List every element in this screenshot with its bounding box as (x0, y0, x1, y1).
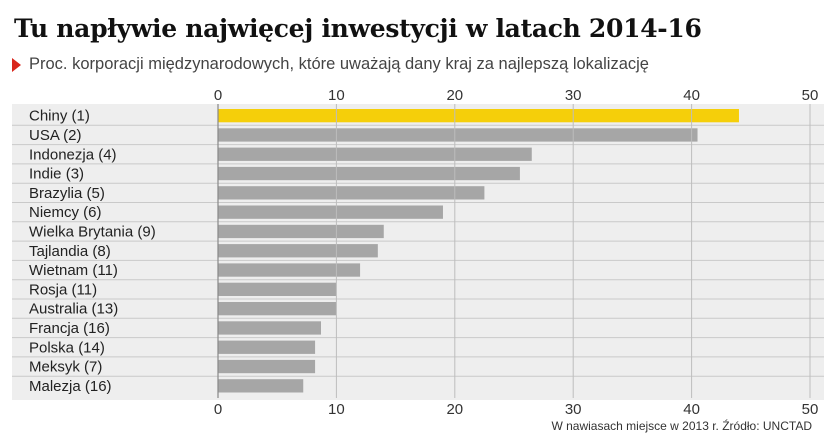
category-label: Wietnam (11) (29, 262, 118, 279)
bar-2 (218, 147, 532, 161)
tick-label-top: 20 (446, 87, 463, 104)
bar-10 (218, 302, 337, 316)
chart-subtitle: Proc. korporacji międzynarodowych, które… (29, 55, 649, 73)
category-label: Malezja (16) (29, 378, 112, 395)
source-note: W nawiasach miejsce w 2013 r. Źródło: UN… (551, 419, 812, 433)
category-label: Indie (3) (29, 166, 84, 183)
category-label: Chiny (1) (29, 108, 90, 125)
tick-label-top: 0 (214, 87, 222, 104)
bar-0 (218, 109, 739, 123)
tick-label-top: 30 (565, 87, 582, 104)
category-label: Francja (16) (29, 320, 110, 337)
tick-label-top: 40 (683, 87, 700, 104)
bar-3 (218, 166, 520, 181)
category-label: Australia (13) (29, 301, 118, 318)
play-triangle-icon (12, 57, 21, 72)
bar-9 (218, 282, 337, 296)
category-label: Rosja (11) (29, 281, 97, 298)
bar-14 (218, 379, 304, 393)
bar-12 (218, 340, 316, 354)
bar-7 (218, 244, 378, 258)
bar-11 (218, 321, 322, 335)
tick-label-bottom: 40 (683, 401, 700, 418)
category-label: USA (2) (29, 127, 82, 144)
chart-title: Tu napływie najwięcej inwestycji w latac… (14, 14, 702, 43)
category-label: Indonezja (4) (29, 146, 117, 163)
tick-label-top: 50 (802, 87, 819, 104)
bar-8 (218, 263, 361, 277)
tick-label-bottom: 30 (565, 401, 582, 418)
tick-label-bottom: 10 (328, 401, 345, 418)
tick-label-top: 10 (328, 87, 345, 104)
bar-4 (218, 186, 485, 200)
category-label: Tajlandia (8) (29, 243, 111, 260)
category-label: Niemcy (6) (29, 204, 102, 221)
subtitle-row: Proc. korporacji międzynarodowych, które… (12, 55, 649, 74)
category-label: Polska (14) (29, 339, 105, 356)
bar-1 (218, 128, 698, 142)
bar-5 (218, 205, 443, 219)
tick-label-bottom: 0 (214, 401, 222, 418)
category-label: Wielka Brytania (9) (29, 223, 156, 240)
category-label: Meksyk (7) (29, 359, 102, 376)
tick-label-bottom: 50 (802, 401, 819, 418)
bar-6 (218, 224, 384, 239)
category-label: Brazylia (5) (29, 185, 105, 202)
tick-label-bottom: 20 (446, 401, 463, 418)
bar-13 (218, 359, 316, 374)
